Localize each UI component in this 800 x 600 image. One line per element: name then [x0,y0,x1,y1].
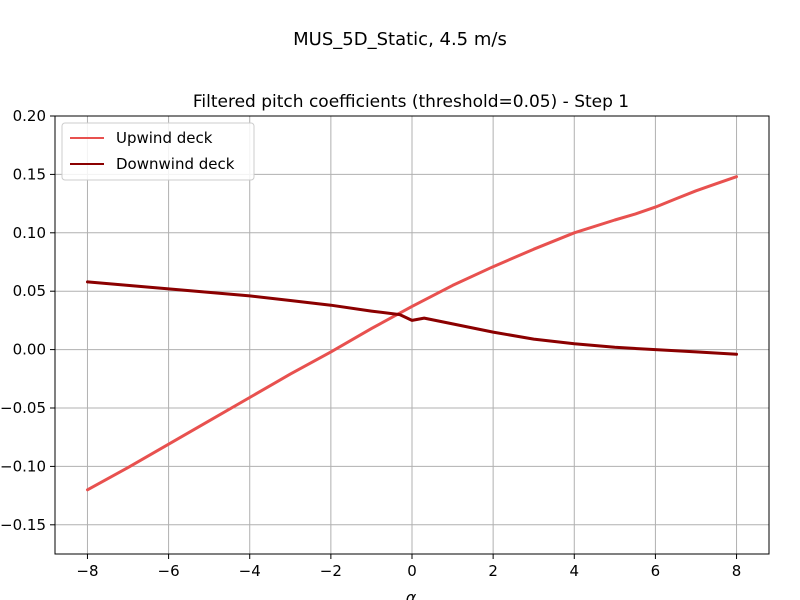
legend: Upwind deck Downwind deck [61,122,255,181]
x-tick-label: 4 [569,562,579,580]
x-tick-label: −8 [76,562,98,580]
y-tick-label: 0.20 [13,107,46,125]
y-tick-label: 0.05 [13,282,46,300]
series-layer [86,175,738,492]
y-tick-label: 0.00 [13,341,46,359]
figure-suptitle: MUS_5D_Static, 4.5 m/s [293,29,507,50]
x-tick-label: 0 [407,562,417,580]
y-tick-label: −0.15 [0,516,46,534]
legend-box [61,122,255,181]
y-tick-label: 0.15 [13,165,46,183]
x-tick-label: 8 [732,562,742,580]
grid [55,115,769,554]
x-tick-label: 6 [651,562,661,580]
chart-title: Filtered pitch coefficients (threshold=0… [193,92,629,112]
legend-label: Downwind deck [116,155,235,173]
x-tick-label: −6 [158,562,180,580]
x-tick-label: 2 [488,562,498,580]
x-tick-label: −2 [320,562,342,580]
y-tick-label: −0.05 [0,399,46,417]
x-axis-label: α [406,588,417,600]
series-line-downwind [86,280,738,356]
legend-label: Upwind deck [116,129,213,147]
y-tick-label: −0.10 [0,457,46,475]
x-tick-label: −4 [239,562,261,580]
ticks: −8 −6 −4 −2 0 2 4 6 8 −0.15 −0.10 −0.05 0.00 0.05 0.10… [0,107,741,580]
y-tick-label: 0.10 [13,224,46,242]
series-line-upwind [86,175,738,492]
